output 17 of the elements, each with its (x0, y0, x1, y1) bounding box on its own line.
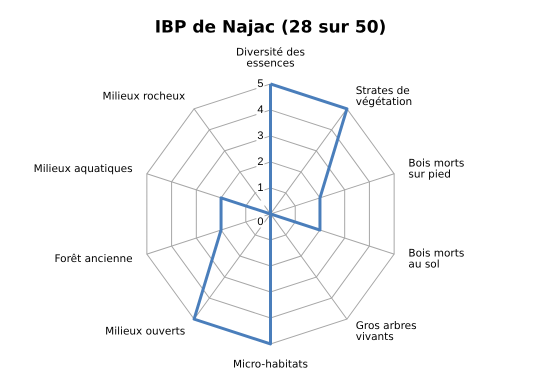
spoke-label: Milieux aquatiques (34, 163, 133, 176)
spoke-label: Micro-habitats (232, 358, 308, 370)
spoke-label: Bois morts sur pied (408, 158, 464, 181)
y-tick-label: 5 (257, 78, 264, 90)
y-tick-label: 3 (257, 130, 264, 142)
spoke-label: Diversité des essences (236, 46, 305, 70)
spoke-label: Milieux rocheux (102, 90, 186, 103)
spoke-label: Forêt ancienne (54, 252, 133, 265)
y-tick-label: 1 (257, 182, 264, 194)
spoke-label: Strates de végétation (356, 85, 412, 108)
spoke-label: Bois morts au sol (408, 247, 464, 270)
y-tick-label: 2 (257, 156, 264, 168)
spoke-label: Gros arbres vivants (356, 320, 417, 343)
y-tick-label: 4 (257, 104, 264, 116)
chart-title: IBP de Najac (28 sur 50) (154, 18, 386, 38)
spoke-label: Milieux ouverts (105, 325, 186, 338)
y-tick-label: 0 (257, 216, 264, 228)
